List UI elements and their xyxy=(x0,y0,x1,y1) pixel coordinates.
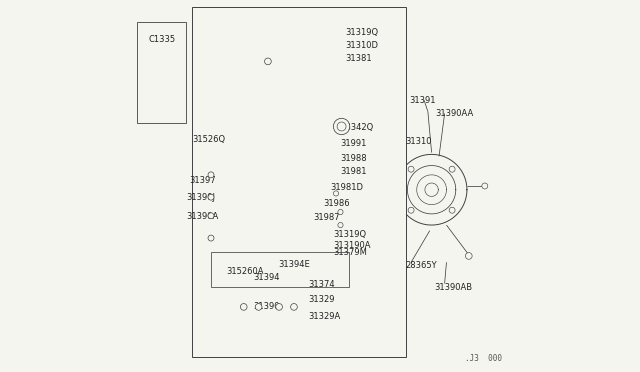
Circle shape xyxy=(333,118,350,135)
Circle shape xyxy=(408,207,414,213)
Text: 315260A: 315260A xyxy=(227,267,264,276)
Text: 31390A: 31390A xyxy=(186,212,218,221)
Text: 31526Q: 31526Q xyxy=(193,135,225,144)
Text: 31987: 31987 xyxy=(314,213,340,222)
Text: 31986: 31986 xyxy=(324,199,350,208)
Text: 31374: 31374 xyxy=(308,280,335,289)
Text: 31981: 31981 xyxy=(340,167,367,176)
Text: 31390: 31390 xyxy=(253,302,280,311)
Text: 31310D: 31310D xyxy=(346,41,378,50)
Circle shape xyxy=(241,304,247,310)
Text: 31988: 31988 xyxy=(340,154,367,163)
Bar xyxy=(211,252,349,287)
Text: 31991: 31991 xyxy=(340,140,367,148)
Circle shape xyxy=(338,209,343,215)
Circle shape xyxy=(291,304,298,310)
Text: 31379M: 31379M xyxy=(333,248,367,257)
Circle shape xyxy=(255,304,262,310)
Text: .J3  000: .J3 000 xyxy=(465,354,502,363)
Text: 31391: 31391 xyxy=(410,96,436,105)
Text: 31394E: 31394E xyxy=(278,260,310,269)
Circle shape xyxy=(465,253,472,259)
Circle shape xyxy=(208,235,214,241)
Circle shape xyxy=(408,166,414,172)
Circle shape xyxy=(449,166,455,172)
Circle shape xyxy=(337,122,346,131)
Text: 31381: 31381 xyxy=(346,54,372,63)
Text: 31329A: 31329A xyxy=(308,312,340,321)
Circle shape xyxy=(208,172,214,178)
Text: 31390AA: 31390AA xyxy=(435,109,474,118)
Text: 31319Q: 31319Q xyxy=(333,230,366,239)
Text: 31390J: 31390J xyxy=(186,193,215,202)
Circle shape xyxy=(449,207,455,213)
Bar xyxy=(191,7,406,357)
Circle shape xyxy=(338,222,343,228)
Text: 31397: 31397 xyxy=(189,176,216,185)
Text: C1335: C1335 xyxy=(148,35,175,44)
Text: 31329: 31329 xyxy=(308,295,335,304)
Text: 313190A: 313190A xyxy=(333,241,371,250)
Circle shape xyxy=(264,58,271,65)
Circle shape xyxy=(276,304,282,310)
Circle shape xyxy=(333,191,339,196)
Circle shape xyxy=(482,183,488,189)
Text: 31390AB: 31390AB xyxy=(435,283,473,292)
Text: 38342Q: 38342Q xyxy=(340,123,374,132)
Bar xyxy=(137,22,186,123)
Text: 28365Y: 28365Y xyxy=(406,262,437,270)
Circle shape xyxy=(208,213,214,219)
Text: 31981D: 31981D xyxy=(330,183,363,192)
Text: 31394: 31394 xyxy=(253,273,280,282)
Text: 31310: 31310 xyxy=(406,137,432,146)
Text: 31319Q: 31319Q xyxy=(346,28,378,37)
Circle shape xyxy=(208,194,214,200)
